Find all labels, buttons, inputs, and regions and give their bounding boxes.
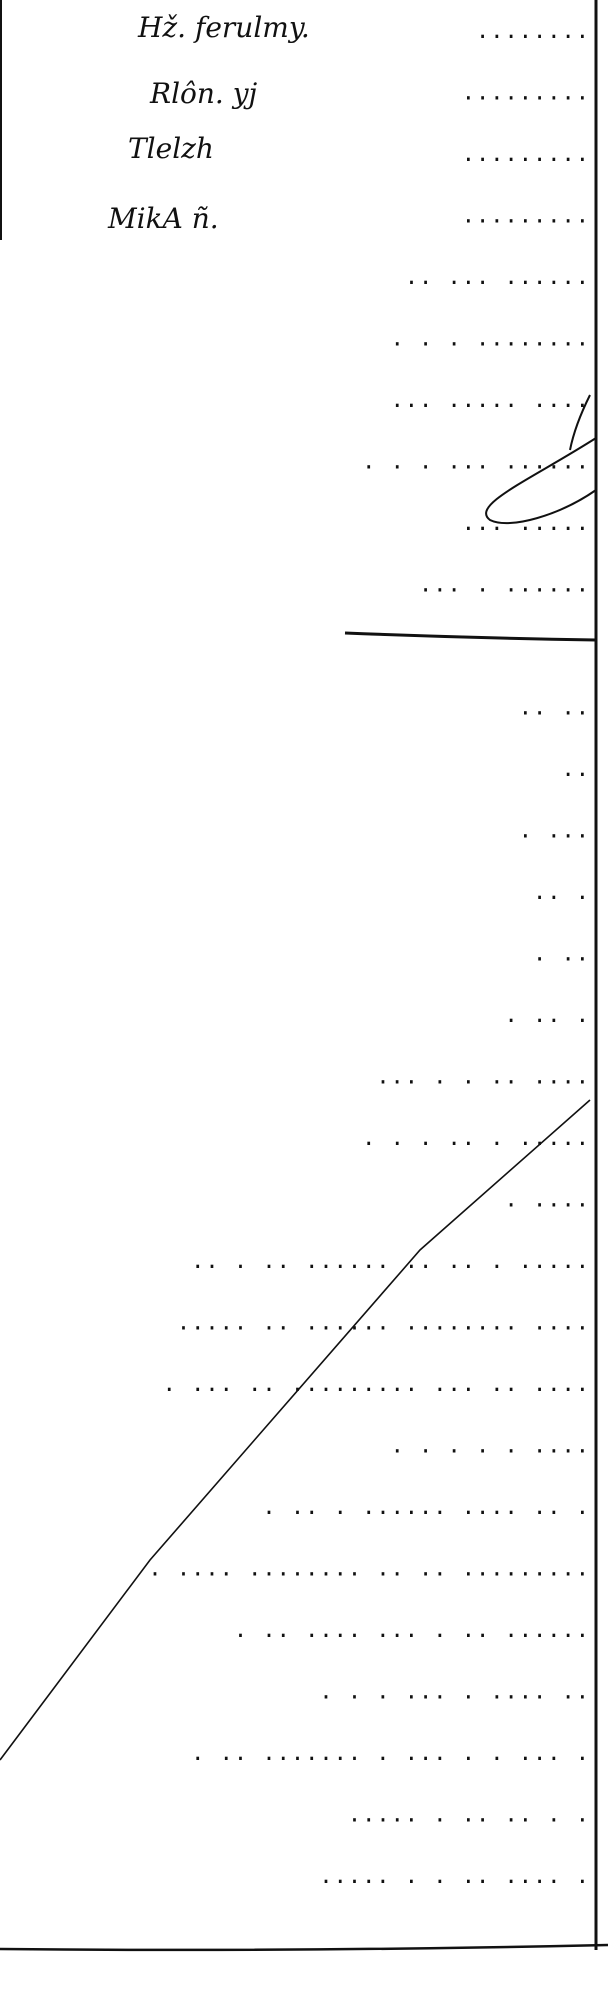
leader-dot-row: . . . ... . .... .. (319, 1680, 590, 1705)
leader-dot-row: ... ..... (462, 511, 590, 536)
leader-dot-row: . . . ... ...... (362, 450, 590, 475)
leader-dot-row: . .... ........ .. .. ......... (148, 1557, 590, 1582)
leader-dot-row: . .. .... ... . .. ...... (234, 1618, 590, 1643)
handwritten-names: Hž. ferulmy. Rlôn. yj Tlelzh MikA ñ. (107, 11, 310, 235)
leader-dot-row: ......... (462, 81, 590, 106)
pen-marks (0, 394, 597, 1761)
leader-dot-row: . .... (505, 1188, 590, 1213)
leader-dot-row: . ... (519, 819, 590, 844)
leader-dot-row: . . . ........ (391, 327, 590, 352)
handwritten-entry: Hž. ferulmy. (137, 11, 310, 44)
pen-dash-stroke (344, 631, 597, 642)
pen-loop-stroke (485, 437, 597, 525)
leader-dot-row: ..... .. ...... ........ .... (177, 1311, 590, 1336)
leader-dot-row: . . . .. . ..... (362, 1126, 590, 1151)
leader-dot-row: . .. (533, 942, 590, 967)
leader-dot-row: .. . .. ...... .. .. . ..... (191, 1249, 590, 1274)
leader-dot-row: . .. . (505, 1003, 590, 1028)
leader-dot-row: ... ..... .... (391, 388, 590, 413)
pen-stroke (569, 394, 591, 451)
leader-dot-row: .. .. (519, 696, 590, 721)
leader-dot-row: ... . ...... (419, 573, 590, 598)
leader-dot-row: .. (562, 757, 591, 782)
leader-dot-rows: ..................................... ..… (148, 19, 591, 1889)
leader-dot-row: ......... (462, 142, 590, 167)
leader-dot-row: ......... (462, 204, 590, 229)
handwritten-entry: Rlôn. yj (149, 77, 258, 110)
leader-dot-row: . .. . ...... .... .. . (262, 1495, 590, 1520)
leader-dot-row: . . . . . .... (391, 1434, 590, 1459)
leader-dot-row: . .. ....... . ... . . ... . (191, 1741, 590, 1766)
handwritten-entry: Tlelzh (128, 132, 214, 165)
leader-dot-row: .. . (533, 880, 590, 905)
leader-dot-row: ..... . . .. .... . (319, 1864, 590, 1889)
diagonal-strike-line (0, 1099, 591, 1761)
leader-dot-row: ..... . .. .. . . (348, 1803, 590, 1828)
leader-dot-row: .. ... ...... (405, 265, 590, 290)
handwritten-entry: MikA ñ. (107, 202, 219, 235)
leader-dot-row: . ... .. ......... ... .. .... (163, 1372, 590, 1397)
bottom-rule (0, 1943, 608, 1952)
leader-dot-row: ... . . .. .... (376, 1065, 590, 1090)
leader-dot-row: ........ (476, 19, 590, 44)
